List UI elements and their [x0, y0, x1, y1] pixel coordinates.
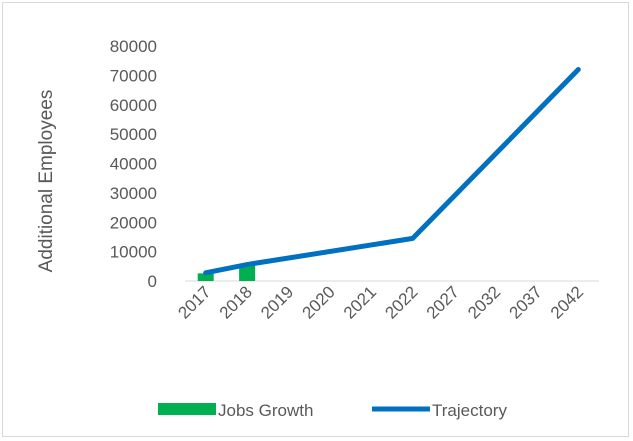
x-tick-label: 2019 — [257, 282, 297, 322]
y-tick-label: 20000 — [110, 213, 157, 232]
y-tick-label: 30000 — [110, 184, 157, 203]
legend-swatch-jobs-growth — [158, 403, 216, 415]
x-tick-label: 2021 — [340, 282, 380, 322]
legend-label-trajectory: Trajectory — [432, 401, 507, 420]
y-tick-label: 10000 — [110, 243, 157, 262]
x-tick-label: 2017 — [174, 282, 214, 322]
chart-area — [2, 2, 629, 437]
y-tick-label: 60000 — [110, 96, 157, 115]
legend-label-jobs-growth: Jobs Growth — [218, 401, 313, 420]
x-tick-label: 2037 — [506, 282, 546, 322]
y-axis-ticks: 0 10000 20000 30000 40000 50000 60000 70000 8000… — [110, 37, 157, 291]
x-tick-label: 2042 — [547, 282, 587, 322]
x-tick-label: 2018 — [216, 282, 256, 322]
bar-series-jobs-growth — [197, 265, 256, 281]
y-tick-label: 40000 — [110, 155, 157, 174]
legend: Jobs Growth Trajectory — [158, 401, 507, 420]
x-axis-ticks: 2017 2018 2019 2020 2021 2022 2027 2032 2037 2042 — [174, 282, 587, 322]
x-tick-label: 2020 — [299, 282, 339, 322]
y-tick-label: 50000 — [110, 125, 157, 144]
bar-jobs-growth — [239, 265, 256, 281]
y-axis-title: Additional Employees — [36, 90, 57, 273]
y-tick-label: 0 — [148, 272, 157, 291]
line-series-trajectory — [203, 67, 581, 276]
y-tick-label: 70000 — [110, 66, 157, 85]
x-tick-label: 2022 — [381, 282, 421, 322]
x-tick-label: 2027 — [423, 282, 463, 322]
y-tick-label: 80000 — [110, 37, 157, 56]
x-tick-label: 2032 — [464, 282, 504, 322]
bar-jobs-growth — [197, 273, 214, 281]
